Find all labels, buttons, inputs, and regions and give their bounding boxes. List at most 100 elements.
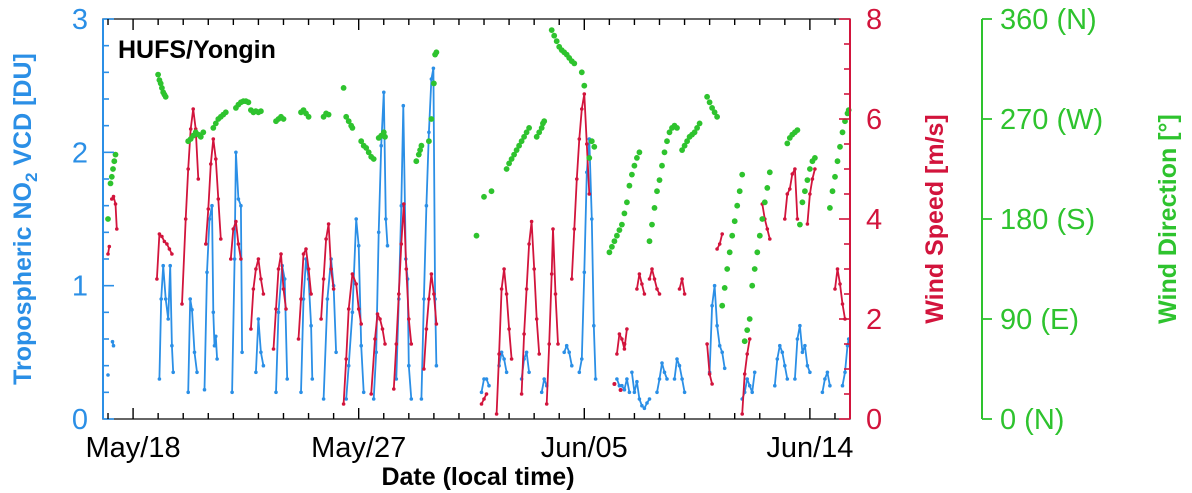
wind-speed-data-point: [615, 352, 619, 356]
wind-speed-data-point: [640, 282, 644, 286]
no2-data-point: [825, 370, 830, 375]
wind-speed-data-point: [783, 217, 787, 221]
wind-direction-data-point: [606, 249, 613, 256]
x-axis: May/18 May/27 Jun/05 Jun/14: [86, 19, 853, 464]
wind-speed-data-point: [404, 267, 409, 271]
no2-data-point: [159, 297, 163, 301]
no2-data-point: [186, 390, 190, 395]
wind-direction-data-point: [157, 80, 164, 87]
wind-speed-data-point: [482, 397, 486, 401]
no2-line-segment: [322, 258, 337, 400]
no2-data-point: [479, 390, 484, 395]
no2-data-point: [236, 197, 241, 201]
no2-data-point: [240, 350, 244, 355]
wind-speed-data-point: [429, 272, 434, 276]
no2-data-point: [642, 406, 647, 411]
no2-data-point: [239, 203, 243, 208]
wind-speed-data-point: [747, 337, 752, 341]
wind-speed-data-point: [299, 297, 303, 301]
no2-data-point: [752, 370, 757, 375]
no2-data-point: [803, 343, 807, 348]
no2-data-point: [747, 383, 752, 388]
wind-speed-data-point: [296, 337, 301, 341]
wind-direction-data-point: [661, 149, 668, 156]
wind-speed-data-point: [682, 292, 687, 296]
no2-data-point: [261, 363, 266, 368]
wind-speed-data-point: [180, 302, 184, 306]
no2-data-point: [793, 377, 797, 381]
wind-speed-data-point: [155, 277, 159, 281]
wind-direction-data-point: [571, 60, 578, 67]
wind-speed-data-point: [585, 142, 589, 146]
wind-speed-line-segment: [297, 248, 312, 340]
no2-data-point: [660, 361, 664, 365]
no2-line-segment: [498, 351, 508, 373]
wind-direction-data-point: [222, 109, 229, 116]
wind-direction-data-point: [426, 138, 432, 145]
no2-data-point: [487, 383, 491, 388]
no2-data-point: [384, 217, 388, 221]
no2-data-point: [620, 383, 624, 388]
no2-data-point: [354, 217, 359, 221]
wind-speed-data-point: [424, 327, 429, 331]
wind-direction-data-point: [588, 138, 595, 145]
wind-direction-data-point: [586, 155, 593, 161]
wind-direction-data-point: [646, 238, 653, 245]
no2-data-point: [750, 390, 754, 395]
wind-direction-data-point: [711, 109, 718, 116]
wind-speed-data-point: [553, 292, 558, 296]
no2-data-point: [234, 150, 238, 155]
no2-data-point: [359, 343, 364, 348]
wind-direction-data-point: [681, 142, 688, 149]
wind-direction-data-point: [481, 193, 487, 200]
wind-speed-line-segment: [741, 338, 751, 415]
no2-data-point: [259, 350, 263, 355]
wind-speed-data-point: [642, 292, 647, 296]
wind-speed-data-point: [580, 107, 584, 111]
wind-speed-data-point: [369, 392, 374, 396]
wind-speed-data-point: [720, 232, 724, 236]
wind-speed-data-point: [652, 277, 657, 281]
wind-speed-data-point: [534, 317, 539, 321]
wind-direction-data-point: [526, 125, 532, 131]
wind-direction-data-point: [629, 171, 635, 178]
wind-direction-data-point: [513, 147, 520, 154]
no2-data-point: [188, 297, 192, 301]
wind-speed-data-point: [183, 217, 188, 221]
no2-line-segment: [158, 264, 175, 380]
wind-speed-line-segment: [392, 203, 413, 390]
wind-speed-data-point: [216, 197, 221, 201]
wind-speed-data-point: [229, 257, 233, 261]
wind-speed-data-point: [745, 352, 749, 356]
wind-direction-data-point: [533, 133, 540, 140]
chart-title: HUFS/Yongin: [118, 36, 276, 64]
wind-speed-data-point: [409, 342, 414, 346]
wind-direction-data-point: [413, 158, 420, 165]
wind-direction-data-point: [431, 80, 437, 87]
wind-speed-data-point: [234, 219, 238, 224]
no2-data-point: [800, 350, 805, 355]
wind-direction-data-point: [834, 158, 841, 165]
wind-direction-data-point: [721, 285, 728, 291]
no2-tick-label: 3: [72, 4, 88, 36]
no2-data-point: [645, 401, 649, 405]
wind-speed-data-point: [544, 402, 549, 406]
wind-direction-data-point: [518, 138, 525, 145]
wind-direction-data-point: [245, 99, 252, 106]
no2-data-point: [484, 377, 489, 381]
wind-direction-data-point: [754, 249, 761, 256]
wind-speed-data-point: [620, 337, 624, 341]
wind-speed-data-point: [680, 277, 684, 281]
wind-direction-data-point: [807, 166, 813, 172]
wind-direction-data-point: [578, 69, 585, 76]
wind-direction-tick-label: 360 (N): [1000, 4, 1097, 36]
wind-speed-line-segment: [229, 220, 242, 260]
no2-data-point: [254, 370, 258, 375]
wind-direction-data-point: [664, 138, 670, 145]
no2-data-point: [170, 343, 174, 348]
wind-speed-data-point: [507, 327, 511, 331]
wind-speed-data-point: [276, 267, 281, 271]
wind-direction-data-point: [488, 188, 495, 195]
wind-speed-data-point: [329, 267, 333, 271]
wind-direction-data-point: [666, 129, 673, 136]
